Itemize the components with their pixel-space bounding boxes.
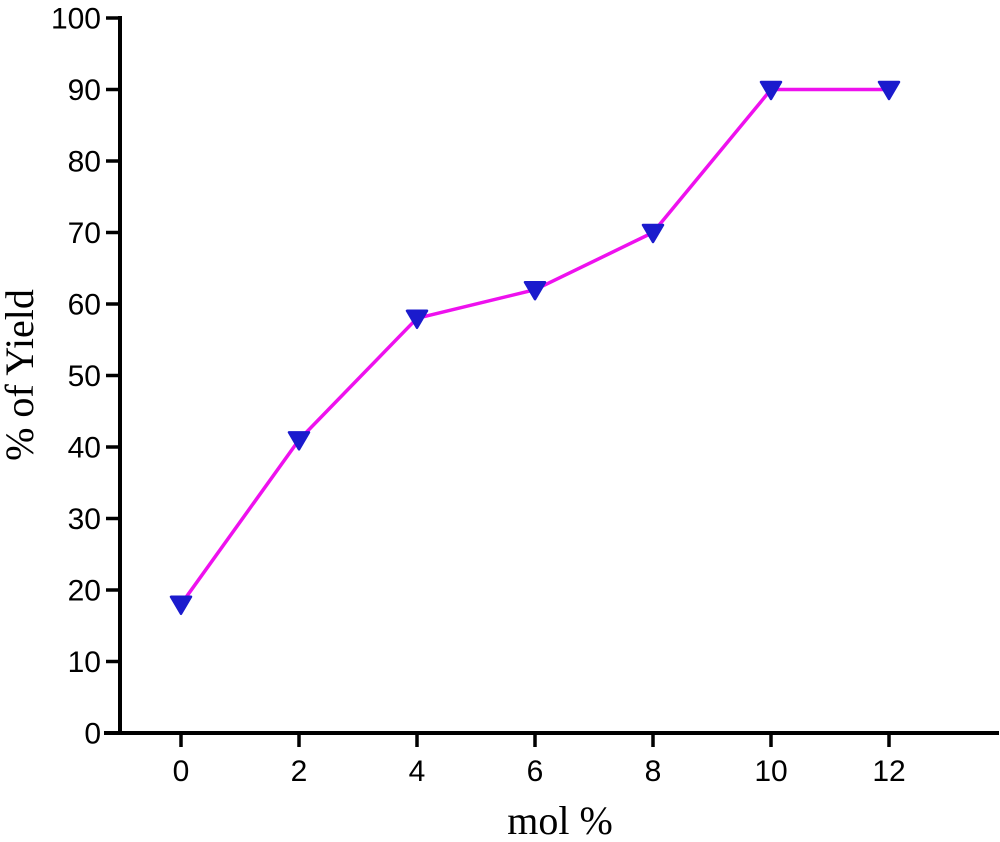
x-tick-label: 12 <box>872 755 905 788</box>
x-tick-label: 6 <box>527 755 544 788</box>
x-tick-label: 0 <box>173 755 190 788</box>
data-point-marker <box>169 595 193 616</box>
x-tick-label: 4 <box>409 755 426 788</box>
x-tick-label: 2 <box>291 755 308 788</box>
y-tick-label: 60 <box>68 289 101 322</box>
data-point-marker <box>877 80 901 101</box>
y-tick-label: 0 <box>84 718 101 751</box>
y-tick-label: 10 <box>68 646 101 679</box>
data-point-marker <box>287 431 311 451</box>
y-axis-title: % of Yield <box>0 289 42 461</box>
y-tick-label: 100 <box>51 3 101 36</box>
x-axis-title: mol % <box>507 798 613 842</box>
y-tick-label: 90 <box>68 74 101 107</box>
series-line <box>179 87 891 607</box>
y-tick-label: 70 <box>68 217 101 250</box>
y-tick-label: 30 <box>68 503 101 536</box>
data-point-marker <box>405 309 429 330</box>
axes: 0 10 20 30 40 50 60 70 80 90 100 0 2 4 6 8 10 12 <box>51 3 999 788</box>
x-tick-label: 8 <box>645 755 662 788</box>
data-point-marker <box>759 80 783 101</box>
data-series <box>169 80 901 616</box>
y-tick-label: 80 <box>68 146 101 179</box>
y-tick-label: 40 <box>68 432 101 465</box>
y-tick-label: 50 <box>68 360 101 393</box>
x-tick-label: 10 <box>754 755 787 788</box>
data-point-marker <box>641 223 665 244</box>
y-tick-label: 20 <box>68 575 101 608</box>
data-point-marker <box>523 280 547 301</box>
